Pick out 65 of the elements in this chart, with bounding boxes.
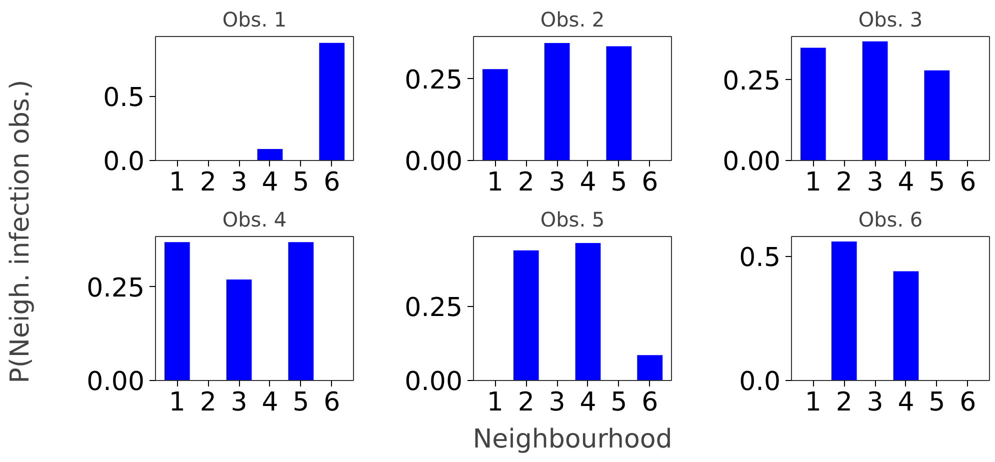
x-tick-label: 2 [836, 388, 852, 418]
bar [606, 46, 632, 160]
bar [924, 70, 950, 160]
y-tick-label: 0.00 [404, 367, 462, 397]
bar [575, 243, 601, 380]
x-tick-label: 2 [518, 388, 534, 418]
y-tick-label: 0.00 [86, 367, 144, 397]
x-tick-label: 4 [262, 168, 278, 198]
bar [513, 250, 539, 380]
y-tick-label: 0.25 [86, 273, 144, 304]
x-tick-label: 3 [230, 388, 248, 418]
x-tick-label: 1 [168, 168, 186, 198]
x-tick-label: 1 [804, 168, 822, 198]
y-tick-label: 0.0 [739, 367, 781, 397]
bar [482, 69, 508, 160]
x-tick-label: 5 [292, 388, 310, 418]
x-tick-label: 4 [898, 168, 914, 198]
x-tick-label: 5 [610, 168, 628, 198]
chart-title: Obs. 2 [540, 8, 605, 32]
x-tick-label: 3 [230, 168, 248, 198]
x-tick-label: 6 [960, 388, 976, 418]
y-tick-label: 0.25 [404, 293, 462, 324]
x-tick-label: 4 [898, 388, 914, 418]
x-tick-label: 3 [548, 168, 566, 198]
x-tick-label: 1 [804, 388, 822, 418]
x-tick-label: 4 [262, 388, 278, 418]
y-tick-label: 0.25 [404, 65, 462, 96]
x-tick-label: 2 [518, 168, 534, 198]
x-tick-label: 5 [292, 168, 310, 198]
x-tick-label: 2 [200, 388, 216, 418]
y-tick-label: 0.5 [103, 83, 145, 114]
x-tick-label: 1 [168, 388, 186, 418]
x-tick-label: 4 [580, 388, 596, 418]
x-tick-label: 5 [928, 168, 946, 198]
x-axis-title: Neighbourhood [472, 424, 672, 454]
x-tick-label: 3 [548, 388, 566, 418]
x-tick-label: 3 [866, 168, 884, 198]
y-tick-label: 0.25 [722, 66, 780, 96]
x-tick-label: 2 [200, 168, 216, 198]
x-tick-label: 1 [486, 168, 504, 198]
x-tick-label: 6 [642, 388, 658, 418]
chart-title: Obs. 5 [540, 208, 605, 232]
chart-title: Obs. 1 [222, 8, 287, 32]
bar [544, 43, 570, 160]
y-tick-label: 0.5 [739, 242, 781, 273]
bar [637, 355, 663, 380]
x-tick-label: 6 [960, 168, 976, 198]
y-tick-label: 0.00 [404, 147, 462, 177]
chart-title: Obs. 6 [858, 208, 923, 232]
x-tick-label: 3 [866, 388, 884, 418]
chart-title: Obs. 3 [858, 8, 923, 32]
x-tick-label: 4 [580, 168, 596, 198]
y-tick-label: 0.0 [103, 147, 145, 177]
bar [862, 41, 888, 160]
x-tick-label: 6 [324, 168, 340, 198]
x-tick-label: 1 [486, 388, 504, 418]
x-tick-label: 2 [836, 168, 852, 198]
x-tick-label: 5 [928, 388, 946, 418]
x-tick-label: 5 [610, 388, 628, 418]
x-tick-label: 6 [642, 168, 658, 198]
y-tick-label: 0.00 [722, 147, 780, 177]
y-axis-title: P(Neigh. infection obs.) [6, 80, 36, 384]
bar [800, 48, 826, 160]
x-tick-label: 6 [324, 388, 340, 418]
chart-title: Obs. 4 [222, 208, 287, 232]
